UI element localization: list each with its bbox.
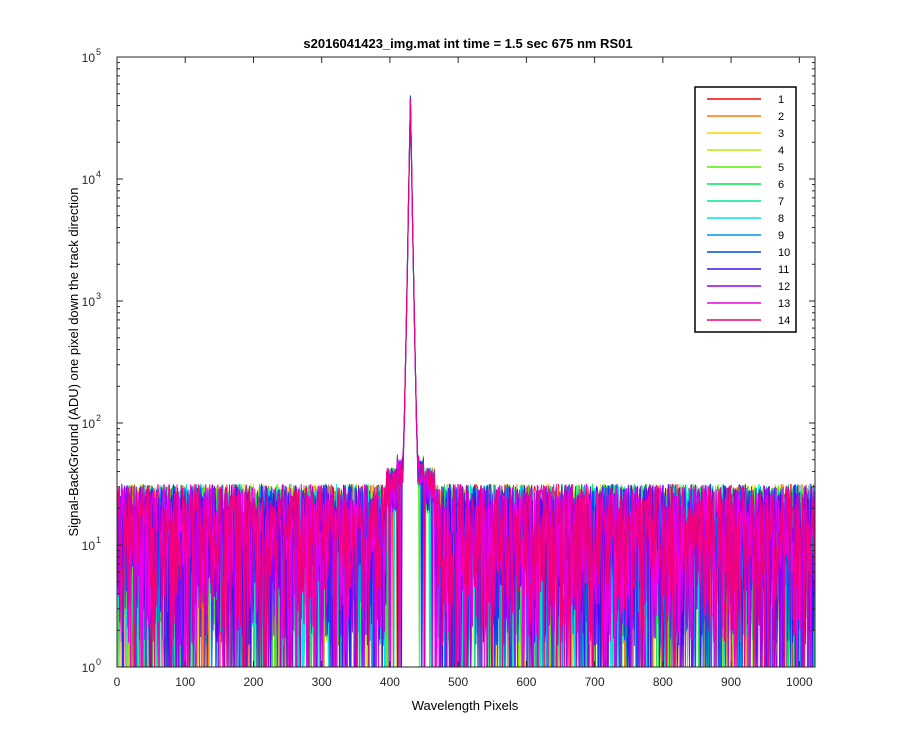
x-tick-label: 900 [721, 675, 741, 689]
x-tick-label: 800 [653, 675, 673, 689]
legend-label-8: 8 [778, 213, 784, 225]
x-tick-label: 200 [243, 675, 263, 689]
legend-label-7: 7 [778, 196, 784, 208]
y-tick-label-exponent: 5 [96, 47, 101, 57]
x-tick-label: 600 [516, 675, 536, 689]
legend-label-6: 6 [778, 179, 784, 191]
legend-label-1: 1 [778, 94, 784, 106]
y-axis-label: Signal-BackGround (ADU) one pixel down t… [66, 187, 81, 536]
legend-label-10: 10 [778, 247, 790, 259]
y-tick-label: 10 [82, 661, 96, 675]
legend-label-5: 5 [778, 162, 784, 174]
y-tick-label: 10 [82, 173, 96, 187]
y-tick-label: 10 [82, 417, 96, 431]
y-tick-label: 10 [82, 539, 96, 553]
plot-area-frame [116, 56, 816, 668]
x-tick-label: 100 [175, 675, 195, 689]
chart-title: s2016041423_img.mat int time = 1.5 sec 6… [303, 36, 632, 51]
x-tick-label: 400 [380, 675, 400, 689]
y-tick-label: 10 [82, 51, 96, 65]
legend-box [694, 86, 797, 333]
x-tick-label: 0 [114, 675, 121, 689]
x-axis-label: Wavelength Pixels [412, 698, 519, 713]
x-tick-label: 300 [312, 675, 332, 689]
legend-label-11: 11 [778, 264, 789, 276]
y-tick-label: 10 [82, 295, 96, 309]
series-layer [116, 95, 816, 668]
x-tick-label: 500 [448, 675, 468, 689]
y-tick-label-exponent: 0 [96, 657, 101, 667]
legend-label-14: 14 [778, 315, 790, 327]
legend-label-13: 13 [778, 298, 790, 310]
y-tick-label-exponent: 4 [96, 169, 101, 179]
legend-label-12: 12 [778, 281, 790, 293]
legend-label-2: 2 [778, 111, 784, 123]
legend-label-4: 4 [778, 145, 784, 157]
legend-label-3: 3 [778, 128, 784, 140]
y-tick-label-exponent: 1 [96, 535, 101, 545]
x-tick-label: 700 [585, 675, 605, 689]
series-line-14 [116, 97, 816, 668]
y-tick-label-exponent: 2 [96, 413, 101, 423]
x-tick-label: 1000 [786, 675, 813, 689]
legend-label-9: 9 [778, 230, 784, 242]
y-tick-label-exponent: 3 [96, 291, 101, 301]
